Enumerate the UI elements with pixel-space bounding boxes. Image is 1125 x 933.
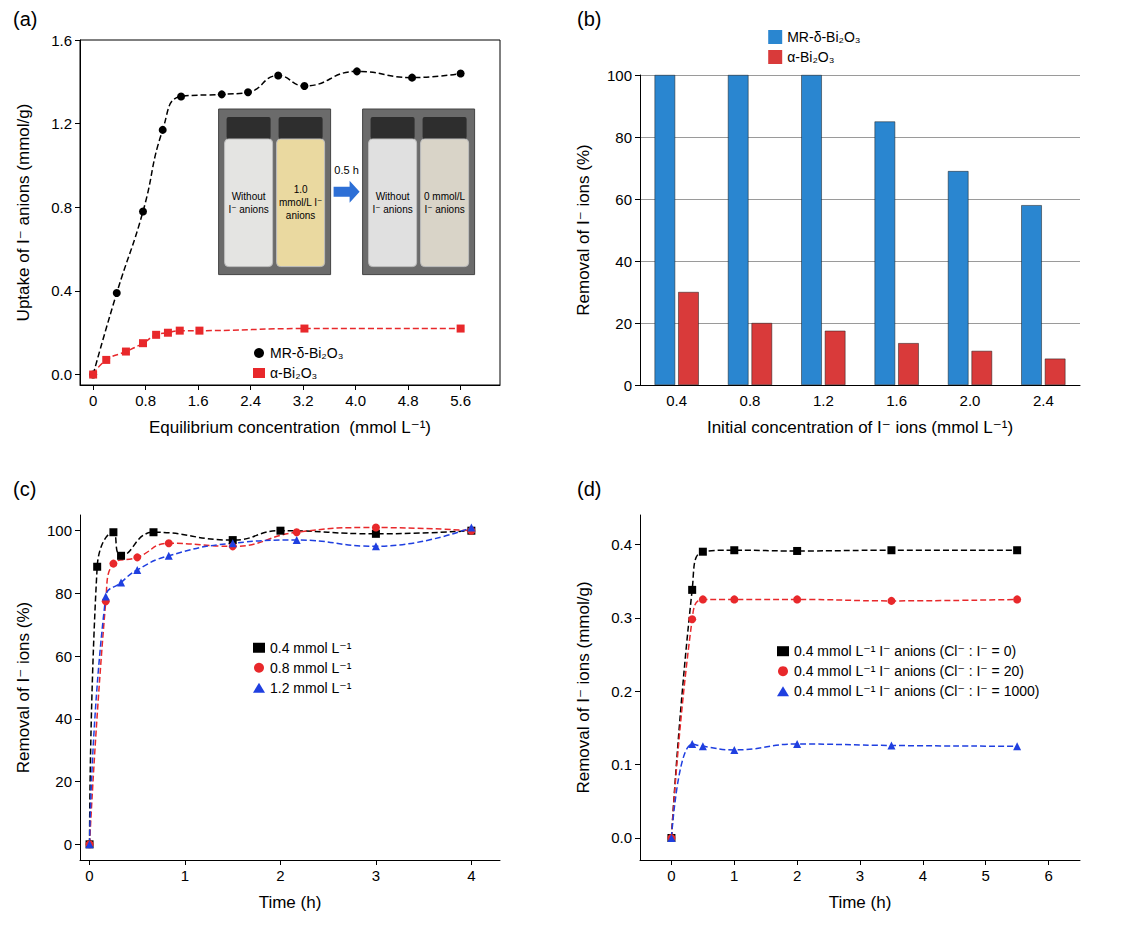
svg-text:40: 40: [55, 710, 72, 727]
svg-text:40: 40: [615, 253, 632, 270]
svg-text:0.8 mmol L⁻¹: 0.8 mmol L⁻¹: [270, 660, 352, 676]
svg-text:anions: anions: [286, 210, 315, 221]
svg-text:100: 100: [47, 522, 72, 539]
svg-text:(c): (c): [13, 478, 36, 500]
svg-text:(d): (d): [577, 478, 601, 500]
svg-text:2: 2: [276, 867, 284, 884]
svg-text:Initial concentration of I⁻ io: Initial concentration of I⁻ ions (mmol L…: [707, 418, 1013, 437]
svg-text:4: 4: [919, 867, 927, 884]
svg-text:0.2: 0.2: [611, 683, 632, 700]
svg-text:0: 0: [85, 867, 93, 884]
svg-text:5: 5: [982, 867, 990, 884]
svg-text:0.0: 0.0: [51, 366, 72, 383]
svg-text:I⁻ anions: I⁻ anions: [228, 204, 268, 215]
svg-text:1.6: 1.6: [51, 32, 72, 49]
svg-text:60: 60: [55, 648, 72, 665]
svg-text:0: 0: [64, 836, 72, 853]
svg-text:0.5 h: 0.5 h: [334, 164, 358, 176]
svg-text:MR-δ-Bi₂O₃: MR-δ-Bi₂O₃: [270, 345, 343, 361]
svg-text:(b): (b): [577, 8, 601, 30]
svg-text:3: 3: [856, 867, 864, 884]
svg-text:0.8: 0.8: [135, 392, 156, 409]
svg-text:mmol/L I⁻: mmol/L I⁻: [279, 197, 322, 208]
svg-text:1: 1: [181, 867, 189, 884]
svg-text:3: 3: [372, 867, 380, 884]
svg-text:1.6: 1.6: [188, 392, 209, 409]
svg-text:Without: Without: [232, 191, 266, 202]
svg-text:0.4 mmol L⁻¹: 0.4 mmol L⁻¹: [270, 640, 352, 656]
svg-text:Removal of I⁻ ions (%): Removal of I⁻ ions (%): [574, 144, 593, 315]
svg-text:Time (h): Time (h): [829, 893, 892, 912]
svg-text:Time (h): Time (h): [259, 893, 322, 912]
svg-text:Removal of I⁻ ions (mmol/g): Removal of I⁻ ions (mmol/g): [574, 581, 593, 793]
svg-text:1.2: 1.2: [813, 392, 834, 409]
svg-text:100: 100: [607, 67, 632, 84]
svg-text:4.0: 4.0: [345, 392, 366, 409]
svg-text:0.4 mmol L⁻¹ I⁻ anions (Cl⁻ :: 0.4 mmol L⁻¹ I⁻ anions (Cl⁻ : I⁻ = 20): [794, 663, 1024, 679]
svg-text:0.4 mmol L⁻¹ I⁻ anions (Cl⁻ :: 0.4 mmol L⁻¹ I⁻ anions (Cl⁻ : I⁻ = 1000): [794, 683, 1040, 699]
svg-text:0.8: 0.8: [51, 199, 72, 216]
svg-text:Without: Without: [376, 191, 410, 202]
svg-text:α-Bi₂O₃: α-Bi₂O₃: [787, 49, 834, 65]
svg-text:0.1: 0.1: [611, 756, 632, 773]
svg-text:1.6: 1.6: [886, 392, 907, 409]
svg-text:0.4: 0.4: [51, 282, 72, 299]
svg-text:0.3: 0.3: [611, 609, 632, 626]
svg-text:2.4: 2.4: [240, 392, 261, 409]
svg-text:4.8: 4.8: [398, 392, 419, 409]
svg-text:0: 0: [624, 377, 632, 394]
svg-text:1.0: 1.0: [294, 184, 308, 195]
svg-text:MR-δ-Bi₂O₃: MR-δ-Bi₂O₃: [787, 29, 860, 45]
svg-text:80: 80: [55, 585, 72, 602]
svg-text:1: 1: [730, 867, 738, 884]
svg-text:Removal of I⁻ ions (%): Removal of I⁻ ions (%): [14, 602, 33, 773]
svg-text:20: 20: [615, 315, 632, 332]
svg-text:0 mmol/L: 0 mmol/L: [424, 191, 466, 202]
svg-text:0: 0: [89, 392, 97, 409]
svg-text:(a): (a): [13, 8, 37, 30]
svg-text:60: 60: [615, 191, 632, 208]
svg-text:2: 2: [793, 867, 801, 884]
svg-text:Equilibrium concentration (mm: Equilibrium concentration (mmol L⁻¹): [149, 418, 431, 437]
svg-text:I⁻ anions: I⁻ anions: [372, 204, 412, 215]
svg-text:4: 4: [467, 867, 475, 884]
svg-text:1.2 mmol L⁻¹: 1.2 mmol L⁻¹: [270, 680, 352, 696]
svg-text:0: 0: [667, 867, 675, 884]
svg-text:3.2: 3.2: [293, 392, 314, 409]
svg-text:0.0: 0.0: [611, 829, 632, 846]
svg-text:0.4: 0.4: [611, 536, 632, 553]
svg-text:Uptake of I⁻ anions (mmol/g): Uptake of I⁻ anions (mmol/g): [14, 104, 33, 322]
svg-text:2.4: 2.4: [1033, 392, 1054, 409]
svg-text:0.8: 0.8: [740, 392, 761, 409]
svg-text:80: 80: [615, 129, 632, 146]
svg-text:0.4: 0.4: [666, 392, 687, 409]
svg-text:5.6: 5.6: [450, 392, 471, 409]
svg-text:α-Bi₂O₃: α-Bi₂O₃: [270, 365, 317, 381]
svg-text:6: 6: [1044, 867, 1052, 884]
svg-text:0.4 mmol L⁻¹ I⁻ anions (Cl⁻ :: 0.4 mmol L⁻¹ I⁻ anions (Cl⁻ : I⁻ = 0): [794, 643, 1016, 659]
svg-text:2.0: 2.0: [960, 392, 981, 409]
svg-text:I⁻ anions: I⁻ anions: [424, 204, 464, 215]
svg-text:1.2: 1.2: [51, 115, 72, 132]
svg-text:20: 20: [55, 773, 72, 790]
